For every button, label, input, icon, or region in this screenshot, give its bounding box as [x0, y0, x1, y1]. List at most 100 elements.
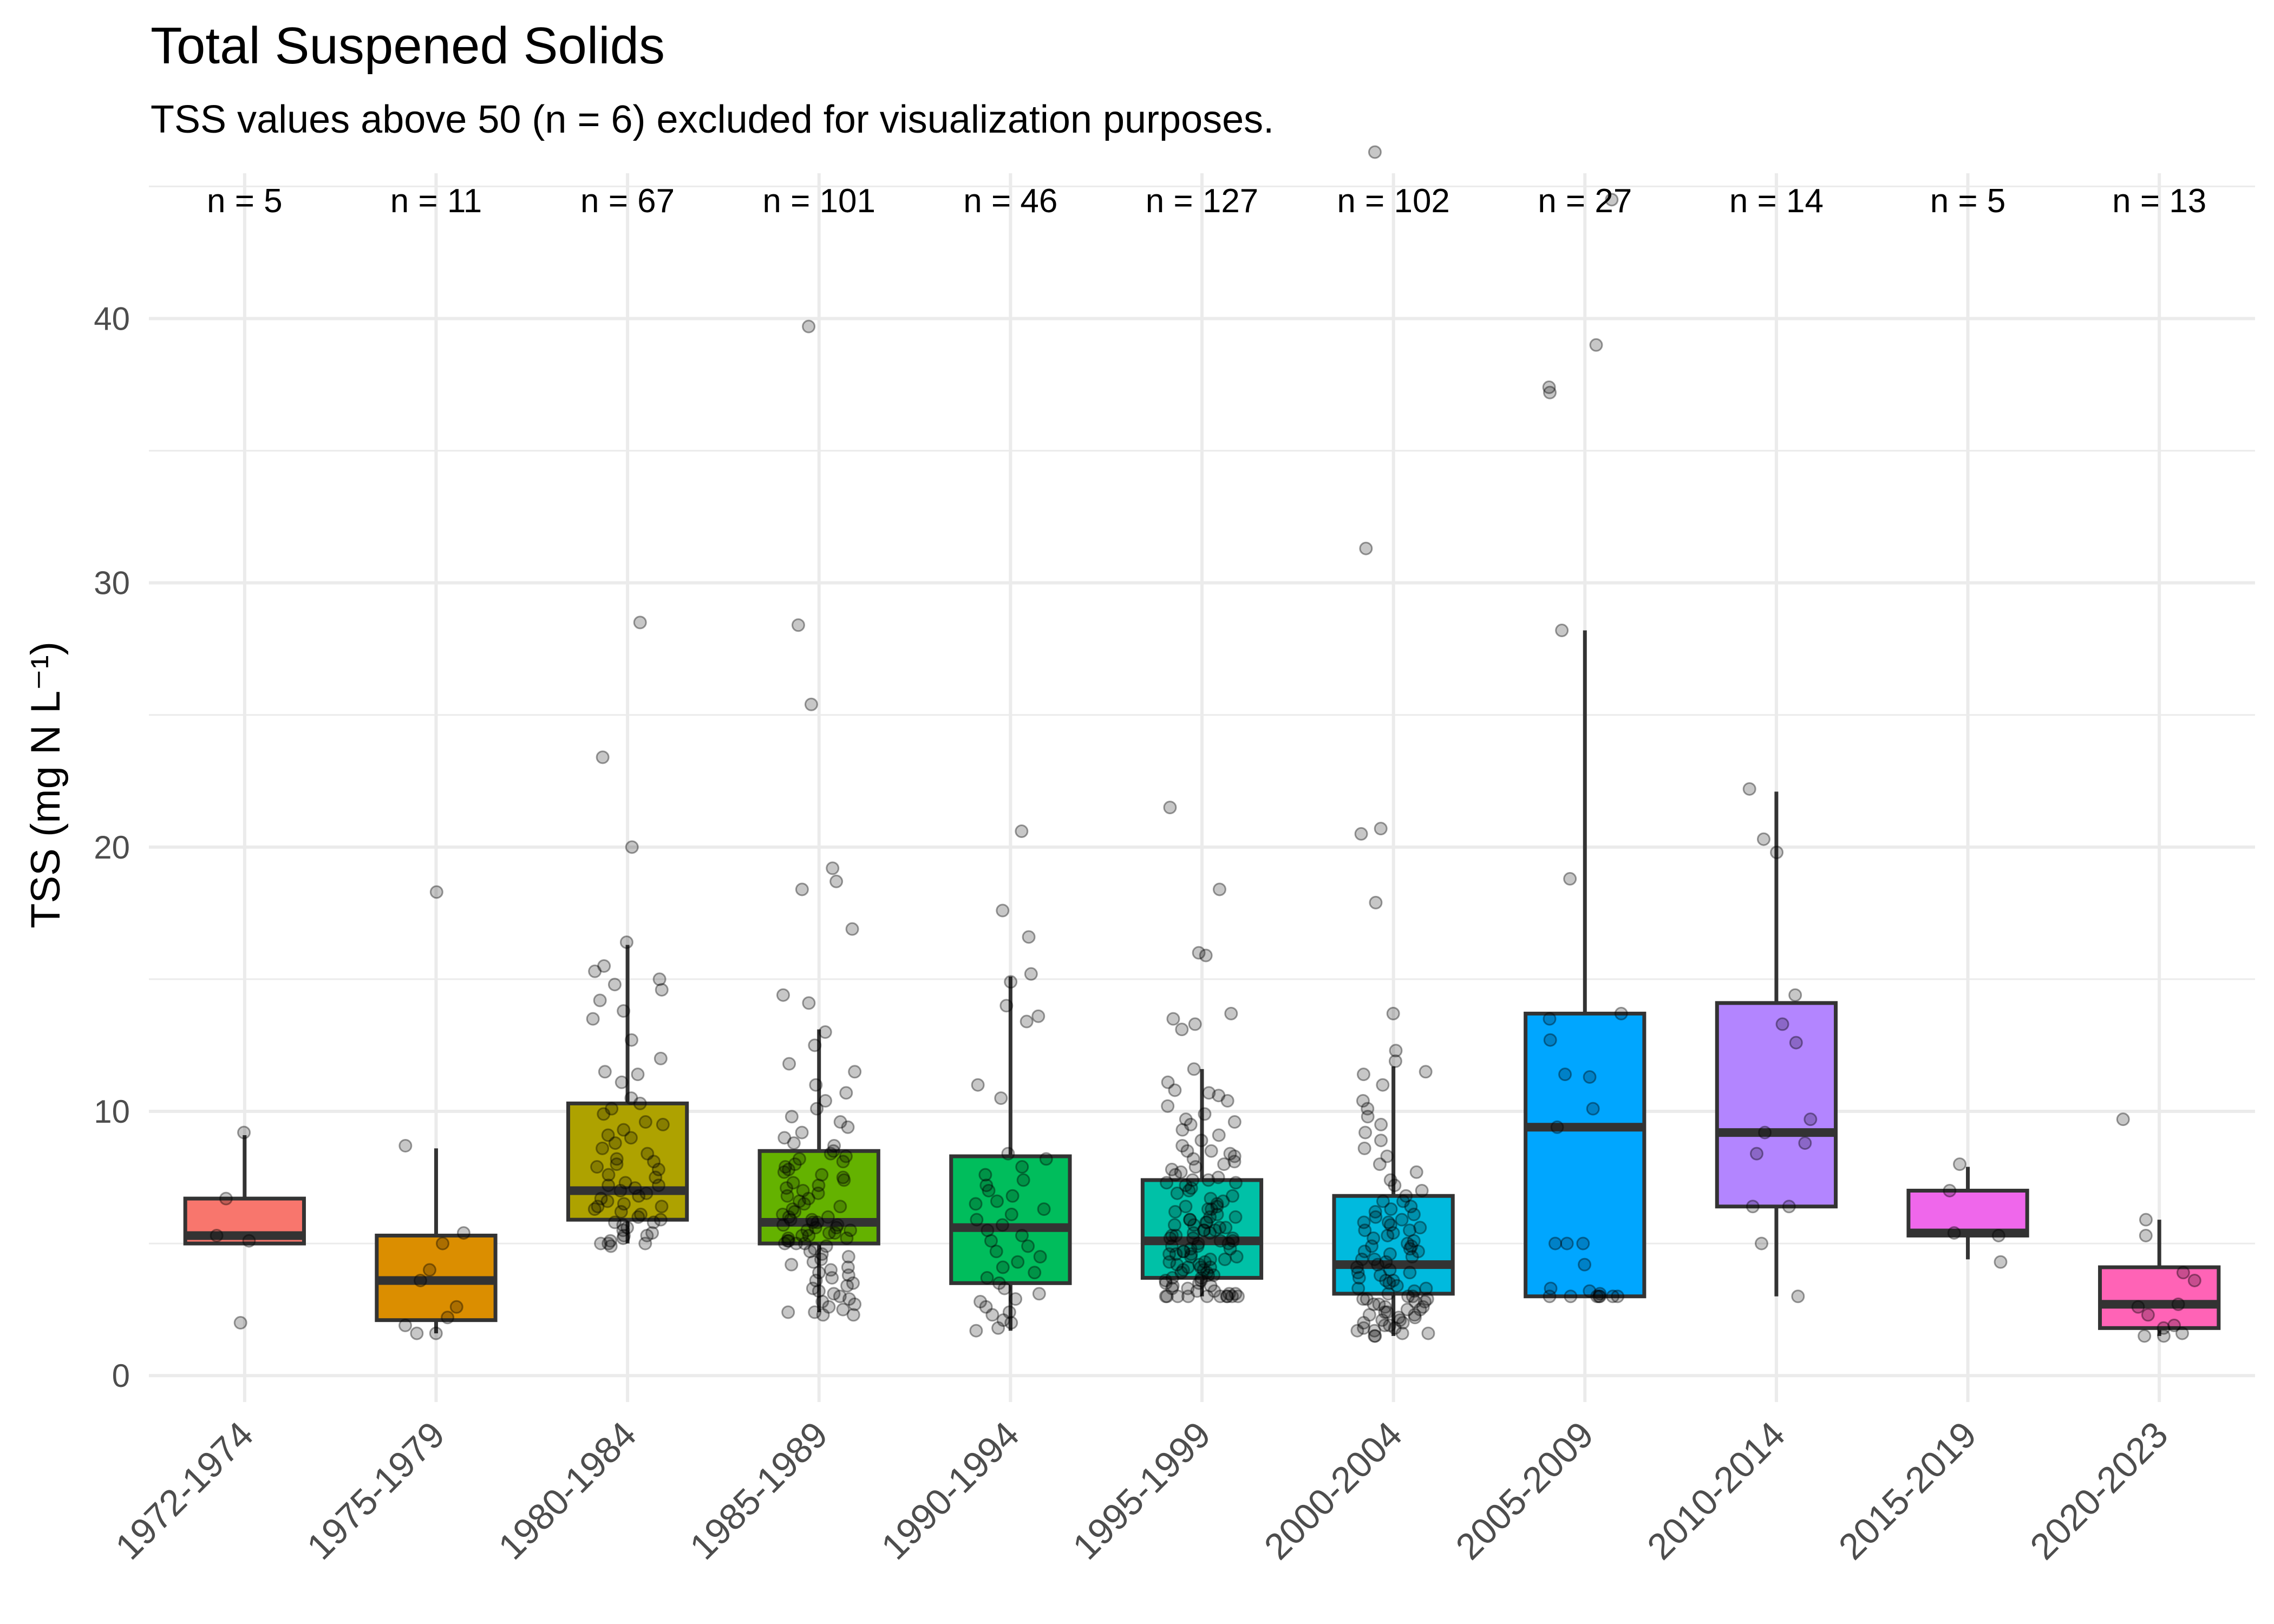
data-point: [1749, 1147, 1763, 1161]
data-point: [1217, 1157, 1231, 1171]
data-point: [795, 1125, 809, 1140]
data-point: [782, 1162, 796, 1176]
data-point: [1383, 1218, 1397, 1232]
data-point: [1386, 1006, 1400, 1020]
data-point: [1359, 541, 1373, 555]
data-point: [815, 1294, 829, 1308]
data-point: [1186, 1173, 1200, 1187]
data-point: [1419, 1065, 1433, 1079]
data-point: [398, 1138, 413, 1152]
data-point: [605, 1102, 619, 1116]
data-point: [1586, 1102, 1600, 1116]
data-point: [1221, 1236, 1236, 1250]
data-point: [1361, 1102, 1375, 1116]
data-point: [1192, 1276, 1206, 1290]
data-point: [1352, 1271, 1366, 1285]
data-point: [1396, 1316, 1410, 1330]
data-point: [1991, 1228, 2005, 1242]
data-point: [800, 1223, 814, 1237]
box-1985-1989: [757, 1149, 880, 1246]
data-point: [646, 1215, 661, 1229]
n-label: n = 14: [1729, 182, 1824, 220]
data-point: [1225, 1189, 1239, 1203]
data-point: [786, 1176, 800, 1190]
data-point: [1378, 1300, 1392, 1314]
data-point: [1550, 1120, 1564, 1134]
data-point: [1174, 1165, 1188, 1179]
data-point: [841, 1260, 855, 1274]
data-point: [997, 1281, 1011, 1295]
data-point: [1583, 1284, 1597, 1298]
n-label: n = 11: [390, 182, 482, 220]
data-point: [1383, 1173, 1397, 1187]
data-point: [651, 1178, 665, 1193]
data-point: [1379, 1273, 1393, 1287]
data-point: [1354, 827, 1368, 841]
n-label: n = 13: [2112, 182, 2206, 220]
data-point: [1212, 882, 1226, 896]
data-point: [837, 1173, 851, 1187]
data-point: [1404, 1239, 1419, 1253]
data-point: [1380, 1305, 1394, 1319]
data-point: [1199, 1215, 1213, 1229]
data-point: [836, 1155, 850, 1169]
data-point: [1368, 145, 1382, 159]
data-point: [1375, 1313, 1389, 1327]
data-point: [810, 1102, 824, 1116]
data-point: [1212, 1089, 1226, 1103]
data-point: [1368, 1252, 1382, 1266]
data-point: [995, 1218, 1009, 1232]
data-point: [1369, 1210, 1383, 1224]
data-point: [1372, 1297, 1386, 1311]
data-point: [1207, 1284, 1221, 1298]
data-point: [1593, 1287, 1607, 1301]
data-point: [1417, 1294, 1432, 1308]
data-point: [776, 1207, 790, 1221]
data-point: [840, 1231, 854, 1245]
data-point: [1165, 1271, 1179, 1285]
data-point: [1383, 1318, 1397, 1332]
data-point: [1223, 1242, 1237, 1256]
data-point: [1213, 1221, 1227, 1235]
data-point: [822, 1226, 836, 1240]
data-point: [1016, 1173, 1030, 1187]
data-point: [1208, 1223, 1222, 1237]
data-point: [1163, 1231, 1177, 1245]
data-point: [1406, 1289, 1420, 1304]
data-point: [601, 1128, 615, 1142]
box-2020-2023: [2098, 1265, 2221, 1330]
data-point: [1543, 385, 1557, 400]
data-point: [1031, 1009, 1045, 1023]
data-point: [1184, 1181, 1198, 1195]
data-point: [616, 1218, 630, 1232]
data-point: [785, 1110, 799, 1124]
data-point: [1184, 1250, 1198, 1264]
data-point: [783, 1213, 798, 1227]
data-point: [996, 903, 1010, 918]
data-point: [1614, 1006, 1628, 1020]
data-point: [1408, 1308, 1422, 1322]
data-point: [1362, 1308, 1376, 1322]
data-point: [610, 1152, 624, 1166]
n-label: n = 5: [1930, 182, 2006, 220]
data-point: [1395, 1326, 1409, 1340]
data-point: [1357, 1245, 1371, 1259]
data-point: [429, 1326, 443, 1340]
data-point: [991, 1321, 1005, 1335]
n-label: n = 27: [1538, 182, 1632, 220]
data-point: [1216, 1194, 1230, 1208]
data-point: [616, 1223, 630, 1237]
data-point: [788, 1157, 802, 1171]
data-point: [640, 1228, 654, 1242]
data-point: [613, 1183, 628, 1197]
data-point: [1361, 1110, 1375, 1124]
n-label: n = 67: [580, 182, 675, 220]
data-point: [597, 1107, 611, 1121]
data-point: [1947, 1226, 1961, 1240]
data-point: [1351, 1266, 1365, 1280]
n-label: n = 102: [1337, 182, 1450, 220]
data-point: [617, 1197, 631, 1211]
data-point: [1356, 1068, 1370, 1082]
x-axis-ticks: 1972-1974 1975-1979 1980-1984 1985-1989 1990…: [108, 1414, 2176, 1568]
